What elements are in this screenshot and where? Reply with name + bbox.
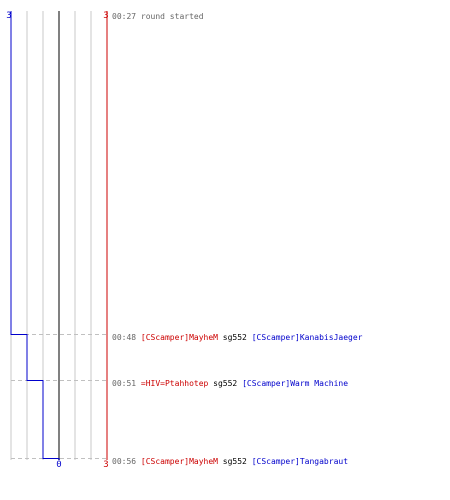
kill-entry: 00:51 =HIV=Ptahhotep sg552 [CScamper]War…	[112, 379, 348, 388]
event-text: round started	[141, 12, 204, 21]
killer-name: [CScamper]MayheM	[141, 457, 218, 466]
victim-name: [CScamper]KanabisJaeger	[252, 333, 363, 342]
right-top-scale-label: 3	[103, 11, 108, 21]
round-start-entry: 00:27 round started	[112, 12, 204, 21]
right-bottom-scale-label: 3	[103, 460, 108, 470]
center-scale-label: 0	[56, 460, 61, 470]
victim-name: [CScamper]Tangabraut	[252, 457, 349, 466]
killer-name: =HIV=Ptahhotep	[141, 379, 209, 388]
event-log: 00:27 round started 00:48 [CScamper]Mayhe…	[112, 12, 363, 466]
score-step-line	[10, 11, 60, 460]
left-scale-label: 3	[6, 11, 11, 21]
victim-name: [CScamper]Warm Machine	[242, 379, 348, 388]
weapon-name: sg552	[218, 457, 252, 466]
weapon-name: sg552	[208, 379, 242, 388]
weapon-name: sg552	[218, 333, 252, 342]
event-time: 00:48	[112, 333, 141, 342]
score-grid	[10, 11, 108, 460]
event-time: 00:27	[112, 12, 141, 21]
killer-name: [CScamper]MayheM	[141, 333, 218, 342]
kill-entry: 00:48 [CScamper]MayheM sg552 [CScamper]K…	[112, 333, 363, 342]
event-time: 00:51	[112, 379, 141, 388]
kill-entry: 00:56 [CScamper]MayheM sg552 [CScamper]T…	[112, 457, 348, 466]
event-time: 00:56	[112, 457, 141, 466]
